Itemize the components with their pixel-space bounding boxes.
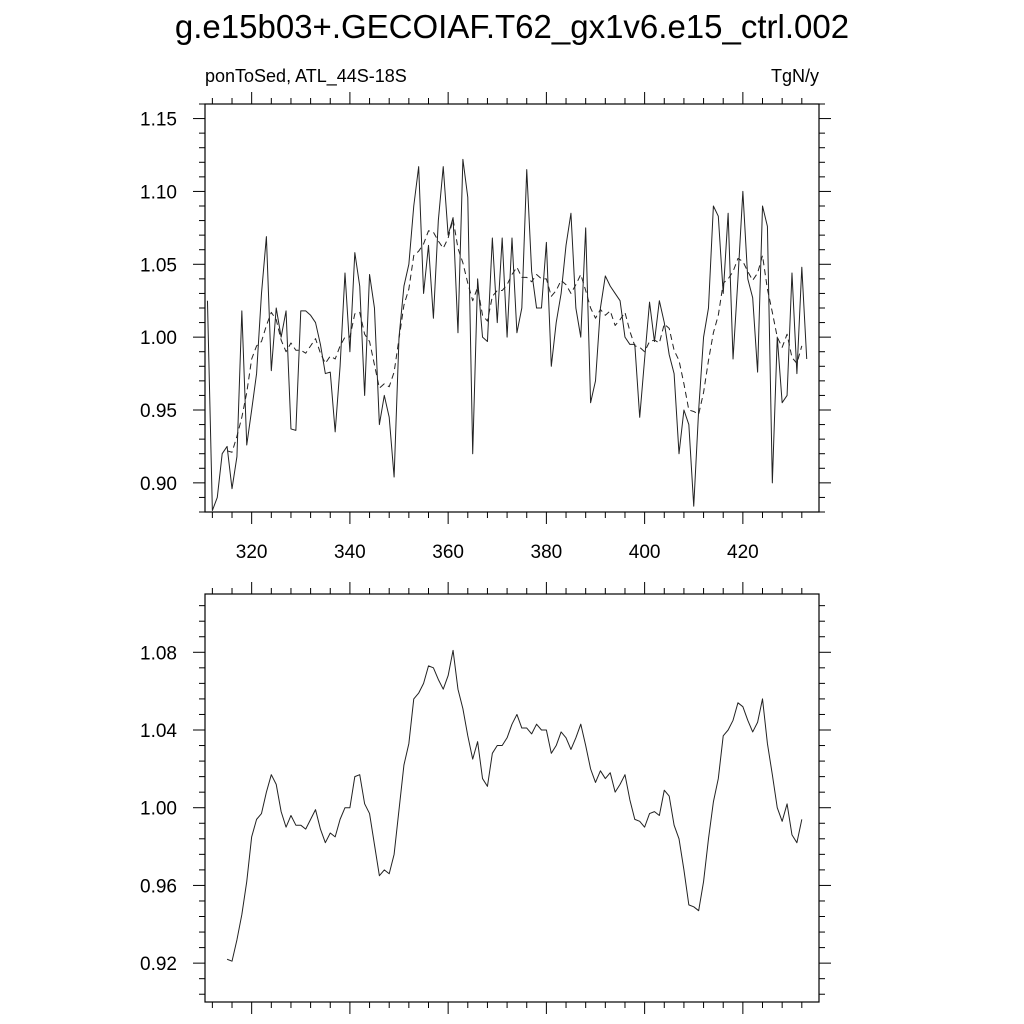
top-y-tick-label: 1.05	[140, 255, 177, 276]
bottom-panel: 0.92 0.96 1.00 1.04 1.08	[140, 582, 831, 1014]
top-x-tick-label: 400	[629, 542, 661, 563]
top-x-tick-label: 320	[236, 542, 268, 563]
top-x-tick-label: 360	[432, 542, 464, 563]
top-panel-right-label: TgN/y	[771, 66, 819, 86]
bottom-y-tick-label: 0.96	[140, 876, 177, 897]
top-y-tick-label: 1.00	[140, 328, 177, 349]
top-plot-frame	[204, 103, 820, 513]
top-y-tick-label: 1.15	[140, 110, 177, 131]
chart-title: g.e15b03+.GECOIAF.T62_gx1v6.e15_ctrl.002	[175, 8, 849, 45]
top-x-tick-label: 340	[334, 542, 366, 563]
bottom-y-tick-label: 1.00	[140, 799, 177, 820]
bottom-y-tick-label: 0.92	[140, 954, 177, 975]
top-panel: 320 340 360 380 400 420 0.90 0.95 1.00 1.05 1.10 1.…	[140, 92, 831, 563]
top-series-line-solid	[206, 158, 808, 512]
top-series-line-dashed	[226, 218, 803, 453]
top-x-tick-label: 420	[727, 542, 759, 563]
top-y-tick-label: 0.90	[140, 474, 177, 495]
top-x-tick-label: 380	[531, 542, 563, 563]
top-y-tick-label: 0.95	[140, 401, 177, 422]
bottom-y-tick-label: 1.08	[140, 643, 177, 664]
bottom-plot-frame	[204, 593, 820, 1003]
bottom-y-tick-label: 1.04	[140, 721, 177, 742]
top-y-tick-label: 1.10	[140, 182, 177, 203]
top-panel-left-label: ponToSed, ATL_44S-18S	[205, 66, 407, 87]
bottom-series-line-solid	[226, 649, 803, 962]
